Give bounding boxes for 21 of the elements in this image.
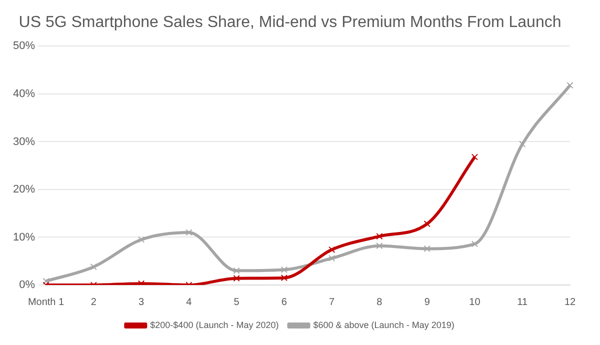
x-tick-label: 11 (517, 296, 528, 308)
x-tick-label: Month 1 (28, 296, 65, 308)
y-tick-label: 10% (12, 231, 36, 244)
y-tick-label: 20% (12, 184, 36, 196)
x-tick-label: 10 (469, 296, 481, 308)
legend-label: $200-$400 (Launch - May 2020) (150, 320, 279, 330)
y-tick-label: 40% (12, 88, 36, 100)
x-tick-label: 6 (281, 296, 288, 308)
x-tick-label: 9 (424, 296, 430, 308)
y-tick-label: 30% (12, 136, 36, 148)
x-tick-label: 3 (138, 296, 145, 308)
x-tick-label: 7 (329, 296, 336, 308)
x-tick-label: 4 (186, 296, 192, 308)
x-tick-label: 2 (90, 296, 97, 308)
x-tick-label: 5 (234, 296, 240, 308)
x-tick-label: 12 (564, 296, 576, 308)
x-tick-label: 8 (376, 296, 383, 308)
chart-title: US 5G Smartphone Sales Share, Mid-end vs Premium Months From Launch (18, 14, 562, 32)
y-tick-label: 0% (19, 279, 36, 292)
legend-label: $600 & above (Launch - May 2019) (313, 320, 454, 330)
y-tick-label: 50% (12, 40, 36, 52)
